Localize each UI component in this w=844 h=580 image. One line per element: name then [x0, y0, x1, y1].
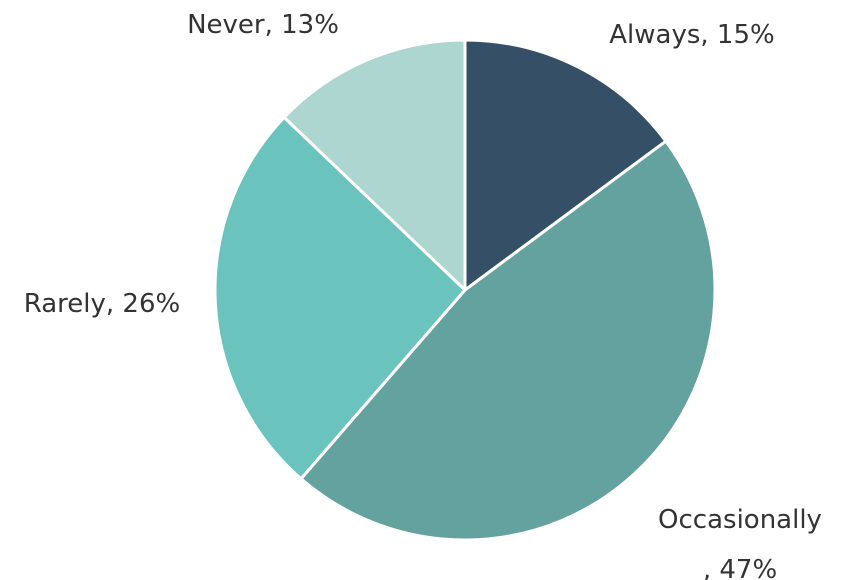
data-label-never: Never, 13%: [187, 10, 339, 40]
pie-slice-never: [282, 38, 467, 292]
data-label-line: Always, 15%: [609, 20, 774, 50]
pie-slice-occasionally: [299, 139, 717, 542]
data-label-line: Never, 13%: [187, 10, 339, 40]
pie-slice-always: [463, 38, 668, 292]
data-label-occasionally: Occasionally , 47%: [658, 505, 822, 580]
pie-slice-rarely: [213, 115, 467, 481]
data-label-line: , 47%: [703, 555, 777, 580]
pie-slices: [213, 38, 717, 542]
data-label-line: Rarely, 26%: [24, 289, 180, 319]
data-label-rarely: Rarely, 26%: [24, 289, 180, 319]
data-label-line: Occasionally: [658, 505, 822, 535]
data-label-always: Always, 15%: [609, 20, 774, 50]
pie-labels: Always, 15% Occasionally , 47% Rarely, 26% N…: [24, 10, 822, 580]
